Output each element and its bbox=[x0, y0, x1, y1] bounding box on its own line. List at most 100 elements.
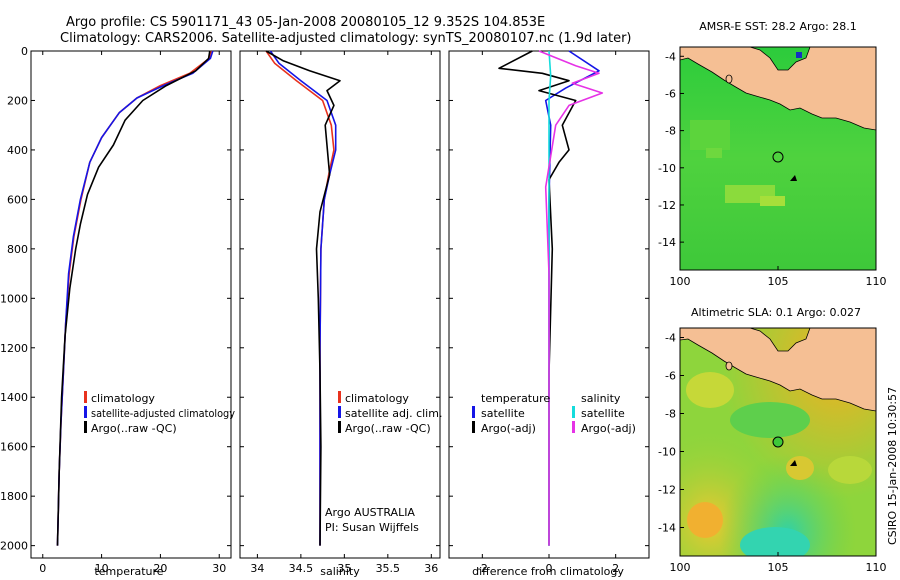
legend-swatch-blue bbox=[84, 406, 87, 418]
salinity-lines bbox=[265, 50, 341, 546]
difference-legend-item: Argo(-adj) bbox=[581, 422, 636, 435]
map-y-tick-label: -8 bbox=[665, 408, 676, 421]
legend-swatch-black bbox=[84, 421, 87, 433]
sst-patch bbox=[690, 120, 730, 150]
x-tick-label: 35 bbox=[337, 562, 351, 575]
sst-ship-marker bbox=[790, 175, 797, 181]
legend-swatch-magenta bbox=[572, 421, 575, 433]
y-tick-label: 0 bbox=[21, 45, 28, 58]
sla-patch bbox=[740, 527, 810, 556]
difference-profile-panel: -2 0 2 difference from climatology tempera… bbox=[448, 50, 650, 578]
sst-patch bbox=[796, 52, 802, 58]
map-y-tick-label: -14 bbox=[658, 236, 676, 249]
y-tick-label: 200 bbox=[7, 94, 28, 107]
sst-map-panel: AMSR-E SST: 28.2 Argo: 28.1 100 105 110 -4 -… bbox=[658, 20, 886, 288]
x-tick-label: 30 bbox=[212, 562, 226, 575]
salinity-legend: climatology satellite adj. clim. Argo(..… bbox=[338, 391, 442, 435]
map-x-tick-label: 100 bbox=[670, 561, 691, 574]
series-line-red bbox=[56, 50, 212, 546]
temperature-lines bbox=[56, 50, 214, 546]
legend-swatch-black bbox=[472, 421, 475, 433]
sla-map-ticks: 100 105 110 -4 -6 -8 -10 -12 -14 bbox=[658, 332, 886, 575]
x-tick-label: 2 bbox=[612, 562, 619, 575]
sst-float-marker bbox=[772, 151, 784, 163]
series-line-blue bbox=[56, 50, 214, 546]
sla-map-title: Altimetric SLA: 0.1 Argo: 0.027 bbox=[691, 306, 861, 319]
map-y-tick-label: -8 bbox=[665, 125, 676, 138]
salinity-annotation-pi: PI: Susan Wijffels bbox=[325, 521, 419, 534]
map-y-tick-label: -4 bbox=[665, 50, 676, 63]
difference-legend-salinity-title: salinity bbox=[581, 392, 621, 405]
legend-swatch-red bbox=[84, 391, 87, 403]
temperature-legend-item: climatology bbox=[91, 392, 155, 405]
x-tick-label: 34 bbox=[250, 562, 264, 575]
sla-patch bbox=[686, 372, 734, 408]
map-y-tick-label: -4 bbox=[665, 332, 676, 345]
sst-map-ticks: 100 105 110 -4 -6 -8 -10 -12 -14 bbox=[658, 50, 886, 288]
series-line-black bbox=[498, 50, 577, 546]
map-y-tick-label: -10 bbox=[658, 162, 676, 175]
salinity-ticks: 34 34.5 35 35.5 36 bbox=[240, 50, 440, 575]
difference-legend: temperature satellite Argo(-adj) salinit… bbox=[472, 392, 636, 435]
x-tick-label: 36 bbox=[424, 562, 438, 575]
map-x-tick-label: 100 bbox=[670, 275, 691, 288]
sla-patch bbox=[687, 502, 723, 538]
series-line-black bbox=[56, 50, 211, 546]
y-tick-label: 2000 bbox=[0, 540, 28, 553]
x-tick-label: 0 bbox=[39, 562, 46, 575]
sla-patch bbox=[786, 456, 814, 480]
map-y-tick-label: -6 bbox=[665, 370, 676, 383]
salinity-xlabel: salinity bbox=[320, 565, 360, 578]
sst-island bbox=[725, 74, 733, 84]
series-line-black bbox=[265, 50, 341, 546]
salinity-axes-box bbox=[239, 50, 441, 559]
x-tick-label: 35.5 bbox=[376, 562, 401, 575]
y-tick-label: 1800 bbox=[0, 490, 28, 503]
sla-land bbox=[680, 328, 876, 412]
difference-ticks: -2 0 2 bbox=[449, 50, 649, 575]
sst-map-title: AMSR-E SST: 28.2 Argo: 28.1 bbox=[699, 20, 857, 33]
sst-patch bbox=[760, 196, 785, 206]
legend-swatch-black bbox=[338, 421, 341, 433]
sla-patches bbox=[686, 372, 872, 556]
y-tick-label: 400 bbox=[7, 144, 28, 157]
map-x-tick-label: 105 bbox=[768, 561, 789, 574]
sla-float-marker bbox=[772, 436, 784, 448]
salinity-annotation-argo: Argo AUSTRALIA bbox=[325, 506, 415, 519]
temperature-legend-item: satellite-adjusted climatology bbox=[91, 407, 235, 420]
salinity-legend-item: satellite adj. clim. bbox=[345, 407, 442, 420]
y-tick-label: 1200 bbox=[0, 342, 28, 355]
y-tick-label: 1400 bbox=[0, 391, 28, 404]
salinity-legend-item: Argo(..raw -QC) bbox=[345, 422, 431, 435]
sla-map-panel: Altimetric SLA: 0.1 Argo: 0.027 100 105 11… bbox=[658, 306, 886, 574]
timestamp-stamp: CSIRO 15-Jan-2008 10:30:57 bbox=[886, 387, 899, 545]
difference-lines bbox=[498, 50, 604, 546]
sla-patch bbox=[730, 402, 810, 438]
temperature-axes-box bbox=[30, 50, 232, 559]
legend-swatch-cyan bbox=[572, 406, 575, 418]
y-tick-label: 1600 bbox=[0, 441, 28, 454]
map-y-tick-label: -6 bbox=[665, 87, 676, 100]
temperature-profile-panel: 0 10 20 30 0 200 400 600 800 1000 1200 1400 1600 1800… bbox=[0, 45, 235, 578]
map-y-tick-label: -14 bbox=[658, 522, 676, 535]
legend-swatch-blue bbox=[472, 406, 475, 418]
sla-island bbox=[725, 361, 733, 371]
temperature-ticks: 0 10 20 30 0 200 400 600 800 1000 1200 1400 1600 1800… bbox=[0, 45, 231, 575]
salinity-profile-panel: 34 34.5 35 35.5 36 salinity climatology sate… bbox=[239, 50, 442, 578]
difference-xlabel: difference from climatology bbox=[472, 565, 624, 578]
x-tick-label: 0 bbox=[546, 562, 553, 575]
x-tick-label: 10 bbox=[95, 562, 109, 575]
temperature-xlabel: temperature bbox=[94, 565, 163, 578]
sla-patch bbox=[828, 456, 872, 484]
y-tick-label: 600 bbox=[7, 193, 28, 206]
map-y-tick-label: -10 bbox=[658, 446, 676, 459]
figure-title-line2: Climatology: CARS2006. Satellite-adjuste… bbox=[60, 31, 632, 46]
y-tick-label: 1000 bbox=[0, 292, 28, 305]
legend-swatch-blue bbox=[338, 406, 341, 418]
series-line-magenta bbox=[538, 50, 604, 546]
map-x-tick-label: 110 bbox=[866, 561, 887, 574]
legend-swatch-red bbox=[338, 391, 341, 403]
sla-ship-marker bbox=[790, 460, 797, 466]
difference-legend-item: satellite bbox=[481, 407, 525, 420]
